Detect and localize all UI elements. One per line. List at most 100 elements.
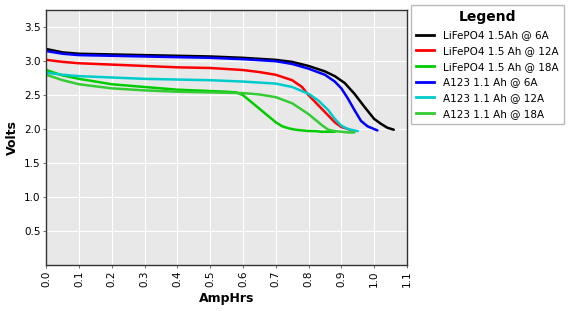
A123 1.1 Ah @ 6A: [141, 55, 148, 58]
A123 1.1 Ah @ 18A: [174, 90, 181, 94]
LiFePO4 1.5Ah @ 6A: [370, 117, 377, 121]
A123 1.1 Ah @ 18A: [207, 91, 214, 94]
A123 1.1 Ah @ 12A: [315, 99, 322, 102]
LiFePO4 1.5 Ah @ 18A: [272, 120, 279, 124]
LiFePO4 1.5Ah @ 6A: [321, 70, 328, 73]
LiFePO4 1.5Ah @ 6A: [331, 74, 338, 78]
A123 1.1 Ah @ 18A: [239, 91, 246, 95]
LiFePO4 1.5Ah @ 6A: [239, 56, 246, 60]
LiFePO4 1.5 Ah @ 12A: [299, 85, 306, 89]
LiFePO4 1.5 Ah @ 18A: [223, 90, 230, 94]
X-axis label: AmpHrs: AmpHrs: [199, 292, 254, 305]
A123 1.1 Ah @ 6A: [108, 54, 115, 58]
LiFePO4 1.5 Ah @ 18A: [286, 127, 292, 130]
A123 1.1 Ah @ 6A: [344, 97, 351, 100]
A123 1.1 Ah @ 12A: [338, 124, 345, 128]
A123 1.1 Ah @ 12A: [141, 77, 148, 81]
A123 1.1 Ah @ 18A: [325, 128, 332, 132]
LiFePO4 1.5 Ah @ 18A: [312, 129, 319, 133]
LiFePO4 1.5 Ah @ 12A: [272, 73, 279, 77]
LiFePO4 1.5 Ah @ 18A: [279, 124, 286, 128]
LiFePO4 1.5 Ah @ 18A: [141, 85, 148, 89]
LiFePO4 1.5 Ah @ 18A: [266, 115, 272, 119]
LiFePO4 1.5 Ah @ 18A: [108, 82, 115, 86]
LiFePO4 1.5 Ah @ 18A: [76, 77, 83, 81]
A123 1.1 Ah @ 6A: [43, 49, 50, 53]
LiFePO4 1.5Ah @ 6A: [305, 64, 312, 68]
Line: A123 1.1 Ah @ 12A: A123 1.1 Ah @ 12A: [46, 73, 358, 131]
A123 1.1 Ah @ 6A: [272, 59, 279, 63]
LiFePO4 1.5Ah @ 6A: [76, 52, 83, 56]
A123 1.1 Ah @ 12A: [325, 108, 332, 112]
A123 1.1 Ah @ 12A: [207, 78, 214, 82]
A123 1.1 Ah @ 18A: [108, 86, 115, 90]
A123 1.1 Ah @ 6A: [321, 73, 328, 77]
LiFePO4 1.5 Ah @ 18A: [256, 107, 263, 111]
A123 1.1 Ah @ 6A: [59, 52, 66, 56]
A123 1.1 Ah @ 6A: [174, 55, 181, 59]
A123 1.1 Ah @ 6A: [338, 86, 345, 90]
LiFePO4 1.5 Ah @ 18A: [59, 74, 66, 77]
A123 1.1 Ah @ 12A: [289, 85, 296, 89]
LiFePO4 1.5 Ah @ 12A: [256, 70, 263, 74]
A123 1.1 Ah @ 18A: [272, 95, 279, 99]
A123 1.1 Ah @ 12A: [355, 129, 361, 133]
A123 1.1 Ah @ 6A: [289, 62, 296, 66]
LiFePO4 1.5 Ah @ 12A: [174, 65, 181, 69]
LiFePO4 1.5Ah @ 6A: [390, 128, 397, 132]
LiFePO4 1.5Ah @ 6A: [384, 126, 390, 130]
LiFePO4 1.5 Ah @ 12A: [59, 60, 66, 64]
A123 1.1 Ah @ 18A: [256, 93, 263, 96]
LiFePO4 1.5Ah @ 6A: [351, 92, 358, 96]
LiFePO4 1.5 Ah @ 12A: [141, 64, 148, 68]
LiFePO4 1.5 Ah @ 12A: [305, 93, 312, 97]
Line: LiFePO4 1.5 Ah @ 18A: LiFePO4 1.5 Ah @ 18A: [46, 70, 335, 132]
LiFePO4 1.5Ah @ 6A: [207, 55, 214, 58]
A123 1.1 Ah @ 6A: [305, 67, 312, 71]
A123 1.1 Ah @ 6A: [76, 53, 83, 57]
A123 1.1 Ah @ 12A: [59, 73, 66, 77]
LiFePO4 1.5Ah @ 6A: [108, 53, 115, 56]
LiFePO4 1.5Ah @ 6A: [141, 53, 148, 57]
A123 1.1 Ah @ 18A: [305, 112, 312, 116]
A123 1.1 Ah @ 12A: [351, 128, 358, 132]
A123 1.1 Ah @ 18A: [344, 131, 351, 134]
LiFePO4 1.5 Ah @ 12A: [76, 61, 83, 65]
LiFePO4 1.5 Ah @ 18A: [43, 68, 50, 72]
LiFePO4 1.5 Ah @ 18A: [331, 130, 338, 134]
A123 1.1 Ah @ 6A: [239, 57, 246, 61]
Line: LiFePO4 1.5 Ah @ 12A: LiFePO4 1.5 Ah @ 12A: [46, 60, 353, 131]
LiFePO4 1.5Ah @ 6A: [43, 47, 50, 51]
LiFePO4 1.5 Ah @ 12A: [108, 63, 115, 67]
LiFePO4 1.5 Ah @ 12A: [43, 58, 50, 62]
A123 1.1 Ah @ 6A: [370, 127, 377, 131]
LiFePO4 1.5Ah @ 6A: [59, 50, 66, 54]
LiFePO4 1.5 Ah @ 18A: [305, 129, 312, 133]
LiFePO4 1.5 Ah @ 18A: [299, 128, 306, 132]
A123 1.1 Ah @ 18A: [331, 129, 338, 133]
A123 1.1 Ah @ 18A: [338, 130, 345, 134]
A123 1.1 Ah @ 18A: [59, 78, 66, 82]
LiFePO4 1.5 Ah @ 12A: [331, 120, 338, 124]
A123 1.1 Ah @ 6A: [331, 80, 338, 83]
Line: LiFePO4 1.5Ah @ 6A: LiFePO4 1.5Ah @ 6A: [46, 49, 394, 130]
LiFePO4 1.5Ah @ 6A: [341, 81, 348, 85]
A123 1.1 Ah @ 6A: [207, 56, 214, 60]
LiFePO4 1.5 Ah @ 12A: [344, 127, 351, 131]
A123 1.1 Ah @ 6A: [364, 124, 371, 128]
LiFePO4 1.5 Ah @ 18A: [207, 89, 214, 93]
LiFePO4 1.5 Ah @ 18A: [233, 91, 240, 94]
LiFePO4 1.5 Ah @ 12A: [207, 66, 214, 70]
Line: A123 1.1 Ah @ 6A: A123 1.1 Ah @ 6A: [46, 51, 377, 130]
LiFePO4 1.5 Ah @ 12A: [349, 129, 356, 133]
A123 1.1 Ah @ 12A: [239, 80, 246, 83]
A123 1.1 Ah @ 18A: [351, 131, 358, 134]
LiFePO4 1.5 Ah @ 18A: [325, 130, 332, 134]
A123 1.1 Ah @ 12A: [43, 71, 50, 75]
A123 1.1 Ah @ 6A: [374, 128, 381, 132]
Y-axis label: Volts: Volts: [6, 120, 19, 155]
A123 1.1 Ah @ 12A: [305, 92, 312, 96]
A123 1.1 Ah @ 12A: [174, 78, 181, 81]
A123 1.1 Ah @ 12A: [344, 127, 351, 131]
LiFePO4 1.5 Ah @ 18A: [174, 88, 181, 91]
